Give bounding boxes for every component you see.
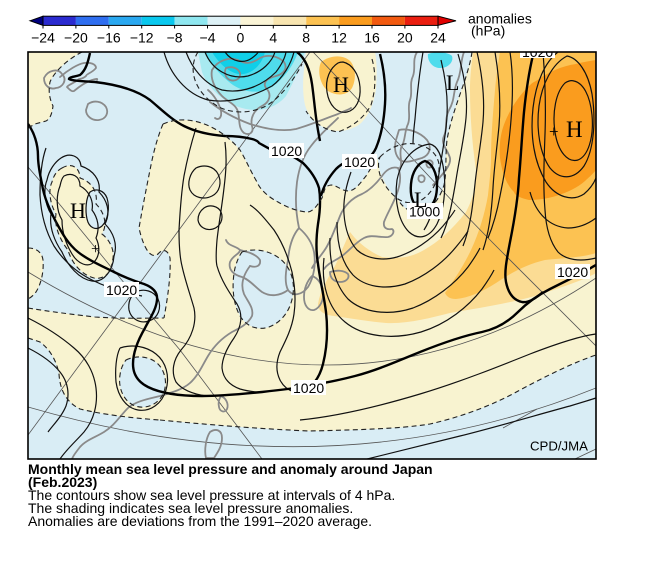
svg-text:+: +: [91, 241, 100, 258]
svg-text:L: L: [446, 70, 459, 95]
svg-text:(hPa): (hPa): [471, 23, 505, 39]
svg-text:−20: −20: [64, 30, 88, 46]
svg-text:Monthly mean sea level pressur: Monthly mean sea level pressure and anom…: [28, 461, 433, 477]
svg-text:H: H: [566, 117, 583, 142]
svg-text:1020: 1020: [344, 154, 375, 170]
svg-text:+: +: [549, 122, 559, 141]
svg-text:12: 12: [331, 30, 347, 46]
svg-text:4: 4: [269, 30, 277, 46]
svg-text:−8: −8: [167, 30, 183, 46]
svg-text:8: 8: [302, 30, 310, 46]
svg-text:Anomalies are deviations from: Anomalies are deviations from the 1991–2…: [28, 513, 372, 529]
svg-text:1020: 1020: [106, 282, 137, 298]
svg-text:1020: 1020: [522, 44, 553, 60]
svg-text:The contours show sea level pr: The contours show sea level pressure at …: [28, 487, 395, 503]
svg-text:1020: 1020: [271, 143, 302, 159]
svg-text:anomalies: anomalies: [468, 11, 532, 27]
svg-text:H: H: [70, 198, 86, 223]
svg-text:(Feb.2023): (Feb.2023): [28, 474, 97, 490]
svg-text:0: 0: [237, 30, 245, 46]
svg-text:1020: 1020: [293, 380, 324, 396]
svg-text:1020: 1020: [557, 264, 588, 280]
svg-text:CPD/JMA: CPD/JMA: [530, 439, 588, 454]
svg-text:−4: −4: [200, 30, 216, 46]
svg-text:24: 24: [430, 30, 446, 46]
svg-text:1000: 1000: [409, 204, 440, 220]
svg-text:H: H: [333, 72, 349, 97]
svg-text:−16: −16: [97, 30, 121, 46]
svg-text:−24: −24: [31, 30, 55, 46]
svg-text:16: 16: [364, 30, 380, 46]
svg-text:−12: −12: [130, 30, 154, 46]
svg-text:The shading indicates sea leve: The shading indicates sea level pressure…: [28, 500, 353, 516]
svg-text:20: 20: [397, 30, 413, 46]
svg-text:L: L: [414, 187, 427, 212]
